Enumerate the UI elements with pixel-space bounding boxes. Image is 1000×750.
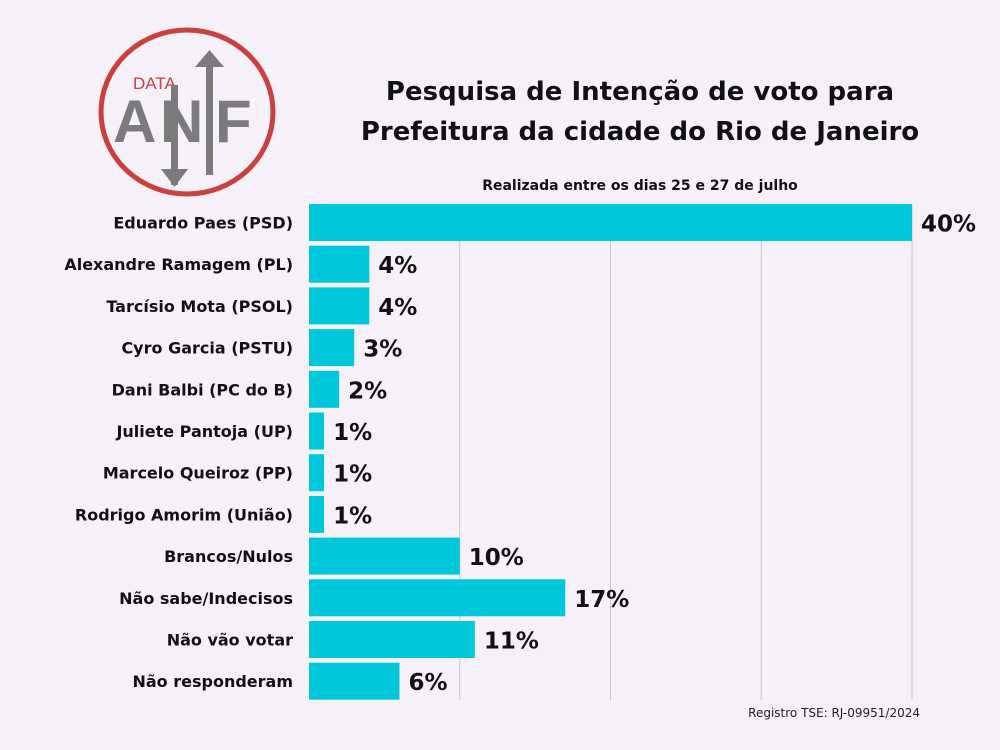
bar — [309, 495, 325, 533]
bar — [309, 204, 912, 241]
chart-title-line-1: Pesquisa de Intenção de voto para — [385, 77, 895, 107]
value-label: 6% — [408, 670, 447, 696]
value-label: 17% — [574, 587, 629, 613]
value-label: 1% — [333, 420, 372, 446]
chart-title: Pesquisa de Intenção de voto para Prefei… — [330, 72, 950, 152]
value-label: 10% — [469, 545, 524, 571]
bar — [309, 579, 566, 617]
value-label: 11% — [484, 629, 539, 655]
value-label: 4% — [378, 295, 417, 321]
bar — [309, 412, 325, 450]
data-anf-logo: DATA A N F — [95, 25, 280, 204]
category-label: Não sabe/Indecisos — [119, 589, 293, 608]
chart-title-line-2: Prefeitura da cidade do Rio de Janeiro — [360, 117, 920, 147]
svg-text:N: N — [160, 88, 203, 155]
bar — [309, 329, 355, 367]
category-label: Brancos/Nulos — [164, 547, 293, 566]
bar — [309, 621, 475, 658]
svg-text:DATA: DATA — [133, 74, 176, 93]
bar — [309, 537, 460, 575]
bar — [309, 662, 400, 700]
category-label: Não vão votar — [167, 631, 293, 650]
value-label: 1% — [333, 503, 372, 529]
bar — [309, 287, 370, 325]
registry-footer: Registro TSE: RJ-09951/2024 — [748, 706, 920, 720]
value-label: 4% — [378, 253, 417, 279]
value-label: 40% — [921, 212, 976, 238]
category-label: Marcelo Queiroz (PP) — [103, 464, 293, 483]
bar — [309, 454, 325, 492]
svg-text:F: F — [215, 88, 252, 155]
value-label: 1% — [333, 462, 372, 488]
value-label: 3% — [363, 337, 402, 363]
category-label: Juliete Pantoja (UP) — [115, 422, 293, 441]
value-label: 2% — [348, 378, 387, 404]
category-label: Alexandre Ramagem (PL) — [64, 255, 293, 274]
category-label: Tarcísio Mota (PSOL) — [106, 297, 293, 316]
category-label: Cyro Garcia (PSTU) — [121, 339, 293, 358]
chart-subtitle: Realizada entre os dias 25 e 27 de julho — [482, 178, 798, 194]
bar — [309, 245, 370, 283]
category-label: Não responderam — [132, 672, 293, 691]
category-label: Rodrigo Amorim (União) — [75, 505, 293, 524]
bar — [309, 370, 340, 408]
category-label: Dani Balbi (PC do B) — [112, 380, 293, 399]
svg-text:A: A — [113, 88, 156, 155]
category-label: Eduardo Paes (PSD) — [113, 214, 293, 233]
